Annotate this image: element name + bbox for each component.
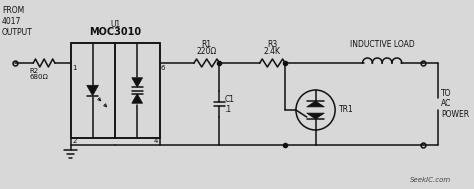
Text: 680Ω: 680Ω (29, 74, 48, 80)
Text: FROM
4017
OUTPUT: FROM 4017 OUTPUT (2, 6, 33, 37)
Text: 2.4K: 2.4K (264, 47, 281, 56)
Text: 2: 2 (73, 138, 77, 144)
Polygon shape (132, 94, 143, 103)
Text: 6: 6 (161, 65, 165, 71)
Bar (71, 43, 115, 138)
Polygon shape (132, 78, 143, 87)
Text: 1: 1 (73, 65, 77, 71)
Text: SeekIC.com: SeekIC.com (410, 177, 451, 183)
Text: .1: .1 (224, 105, 231, 114)
Bar (115, 43, 160, 138)
Text: R3: R3 (267, 40, 278, 49)
Text: TO
AC
POWER: TO AC POWER (441, 89, 469, 119)
Polygon shape (307, 101, 324, 107)
Text: C1: C1 (224, 94, 235, 104)
Text: R1: R1 (202, 40, 212, 49)
Text: U1: U1 (110, 20, 120, 29)
Text: INDUCTIVE LOAD: INDUCTIVE LOAD (350, 40, 415, 49)
Bar (71, 43, 160, 138)
Text: R2: R2 (29, 68, 38, 74)
Text: MOC3010: MOC3010 (89, 27, 141, 37)
Polygon shape (307, 113, 324, 119)
Text: 220Ω: 220Ω (197, 47, 217, 56)
Text: TR1: TR1 (339, 105, 354, 115)
Text: 4: 4 (154, 138, 158, 144)
Polygon shape (87, 85, 99, 96)
